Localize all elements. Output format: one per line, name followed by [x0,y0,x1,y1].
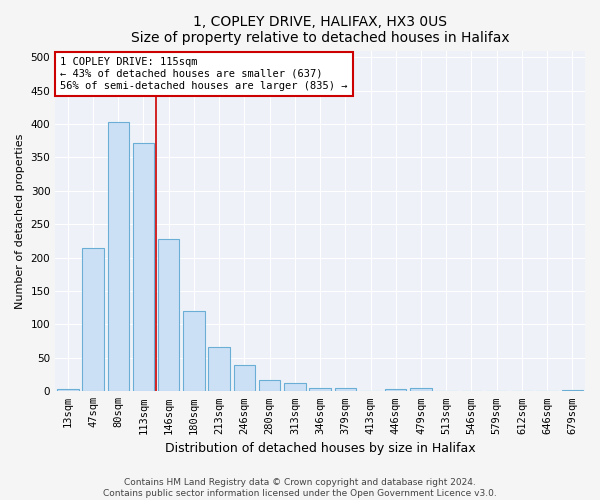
Bar [107,122,129,392]
Bar [158,239,179,392]
Bar [284,382,305,392]
Bar [133,142,154,392]
Bar [233,365,255,392]
Bar [536,390,558,392]
Bar [259,380,280,392]
Bar [57,390,79,392]
Bar [310,388,331,392]
Title: 1, COPLEY DRIVE, HALIFAX, HX3 0US
Size of property relative to detached houses i: 1, COPLEY DRIVE, HALIFAX, HX3 0US Size o… [131,15,509,45]
Bar [335,388,356,392]
Bar [183,311,205,392]
X-axis label: Distribution of detached houses by size in Halifax: Distribution of detached houses by size … [165,442,475,455]
Bar [436,390,457,392]
Bar [360,390,381,392]
Text: Contains HM Land Registry data © Crown copyright and database right 2024.
Contai: Contains HM Land Registry data © Crown c… [103,478,497,498]
Text: 1 COPLEY DRIVE: 115sqm
← 43% of detached houses are smaller (637)
56% of semi-de: 1 COPLEY DRIVE: 115sqm ← 43% of detached… [61,58,348,90]
Bar [208,347,230,392]
Bar [82,248,104,392]
Bar [385,388,406,392]
Bar [461,390,482,392]
Y-axis label: Number of detached properties: Number of detached properties [15,133,25,308]
Bar [562,390,583,392]
Bar [410,388,432,392]
